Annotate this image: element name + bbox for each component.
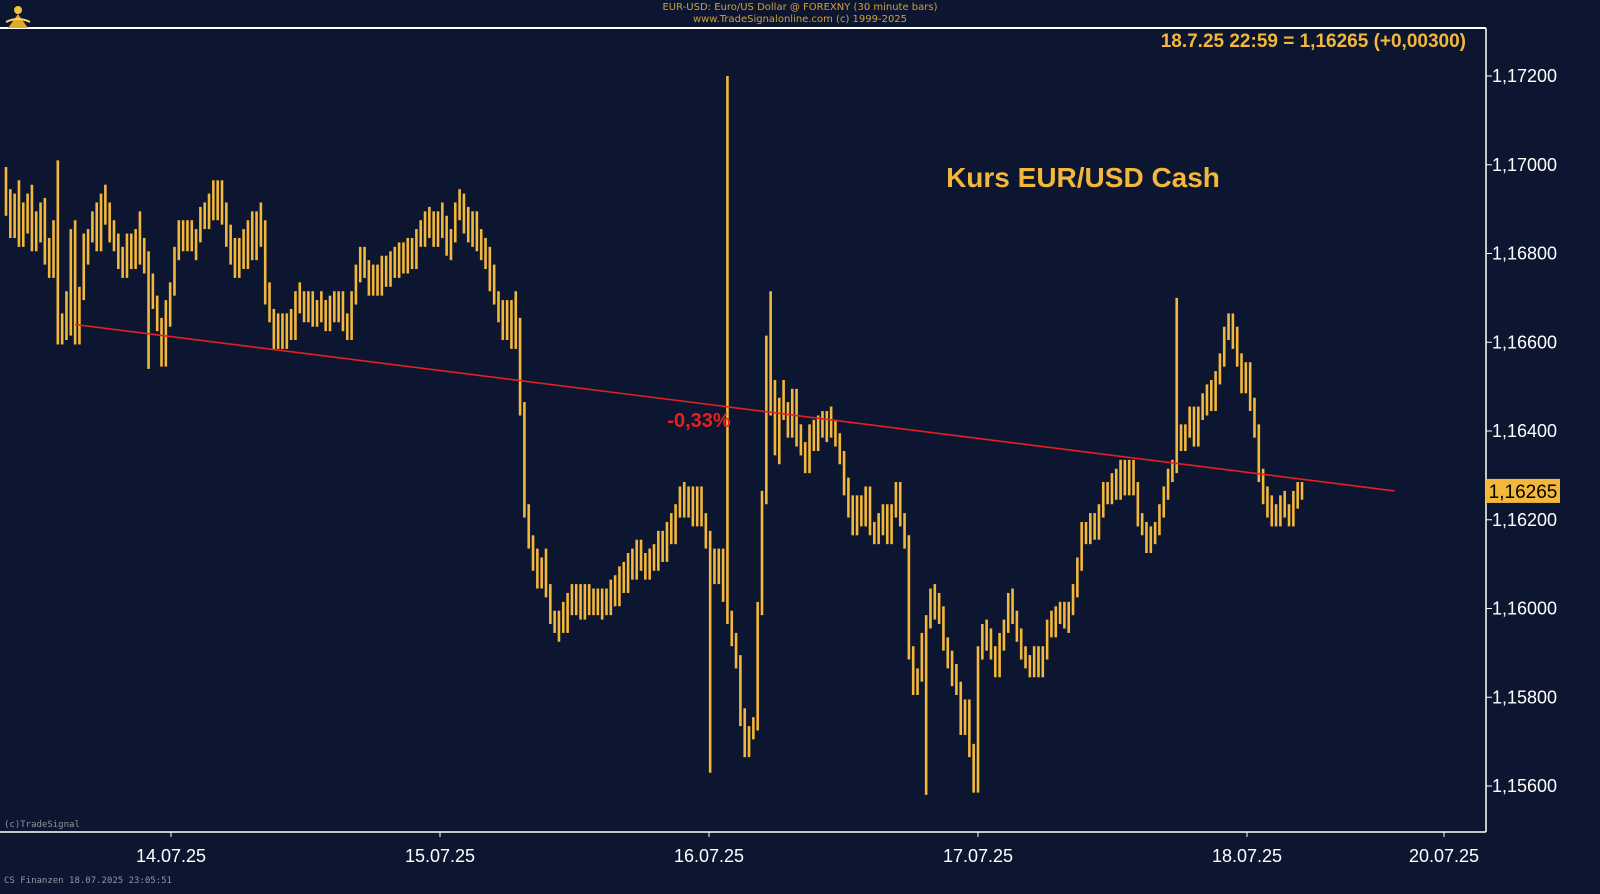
y-tick-label: 1,16200 [1492, 510, 1557, 530]
chart-header-title: EUR-USD: Euro/US Dollar @ FOREXNY (30 mi… [662, 2, 938, 13]
current-price-box [1486, 478, 1560, 503]
y-tick-label: 1,15600 [1492, 776, 1557, 796]
y-tick-label: 1,16800 [1492, 244, 1557, 264]
timestamp-note: CS Finanzen 18.07.2025 23:05:51 [4, 876, 172, 886]
y-tick-label: 1,16000 [1492, 599, 1557, 619]
copyright-note: (c)TradeSignal [4, 820, 80, 830]
y-tick-label: 1,17200 [1492, 66, 1557, 86]
last-quote-label: 18.7.25 22:59 = 1,16265 (+0,00300) [1161, 31, 1466, 52]
tradesignal-logo-icon [4, 2, 32, 30]
x-tick-label: 17.07.25 [943, 846, 1013, 866]
y-tick-label: 1,17000 [1492, 155, 1557, 175]
trend-line [75, 323, 1395, 492]
x-tick-label: 16.07.25 [674, 846, 744, 866]
current-price-label: 1,16265 [1489, 482, 1558, 503]
y-tick-label: 1,16400 [1492, 421, 1557, 441]
chart-header-subtitle: www.TradeSignalonline.com (c) 1999-2025 [692, 14, 908, 25]
x-tick-label: 18.07.25 [1212, 846, 1282, 866]
y-tick-label: 1,15800 [1492, 687, 1557, 707]
chart-title: Kurs EUR/USD Cash [946, 162, 1220, 193]
trendline-change-label: -0,33% [667, 410, 731, 432]
x-tick-label: 14.07.25 [136, 846, 206, 866]
x-tick-label: 15.07.25 [405, 846, 475, 866]
y-tick-label: 1,16600 [1492, 332, 1557, 352]
x-tick-label: 20.07.25 [1409, 846, 1479, 866]
